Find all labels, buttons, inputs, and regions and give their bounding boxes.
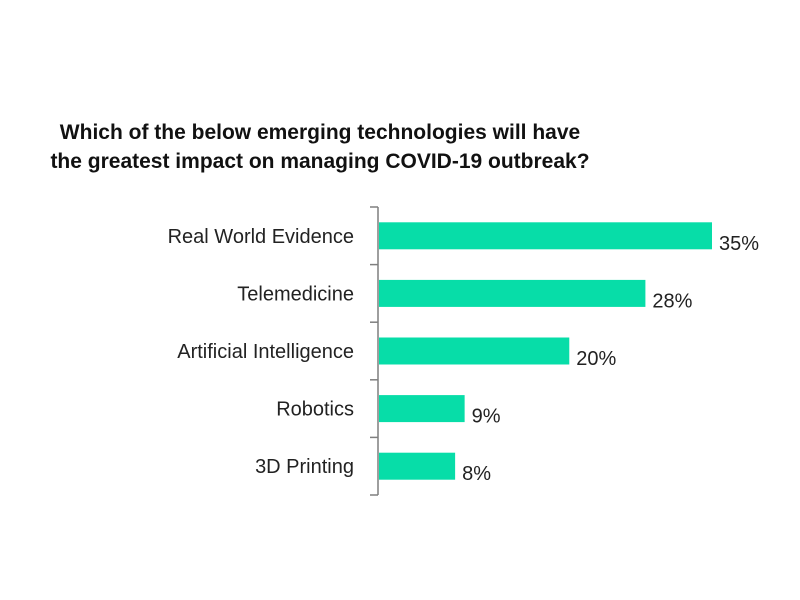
data-label: 35% — [719, 233, 759, 255]
category-label: Robotics — [276, 399, 354, 421]
chart-title: Which of the below emerging technologies… — [0, 118, 640, 176]
category-label: Telemedicine — [237, 283, 354, 305]
category-label: 3D Printing — [255, 456, 354, 478]
bar — [379, 395, 465, 423]
chart-title-line: the greatest impact on managing COVID-19… — [50, 150, 590, 173]
data-label: 9% — [472, 406, 501, 428]
bar — [379, 279, 646, 307]
bar — [379, 222, 712, 250]
data-label: 20% — [576, 348, 616, 370]
bar — [379, 337, 570, 365]
category-label: Real World Evidence — [168, 226, 354, 248]
chart-title-line: Which of the below emerging technologies… — [59, 121, 581, 144]
data-label: 8% — [462, 463, 491, 485]
bar — [379, 452, 456, 480]
category-label: Artificial Intelligence — [177, 341, 354, 363]
data-label: 28% — [652, 290, 692, 312]
